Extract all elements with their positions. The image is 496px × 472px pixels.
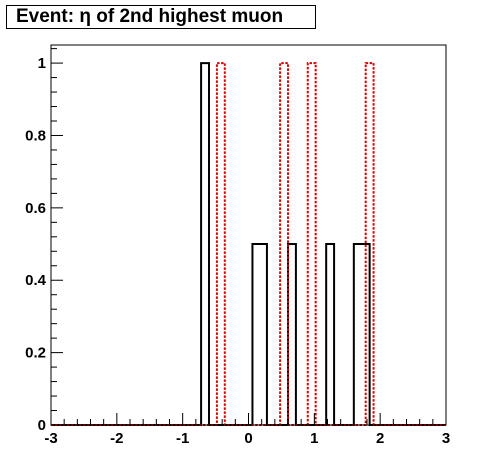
series-1-bar-0	[217, 63, 225, 425]
y-tick-label: 1	[38, 55, 46, 72]
chart-title: Event: η of 2nd highest muon	[6, 5, 316, 29]
series-1-bar-3	[366, 63, 374, 425]
y-tick-label: 0.4	[25, 272, 47, 289]
series-0-outline	[51, 62, 446, 426]
series-1-outline	[51, 62, 446, 426]
series-1	[51, 62, 446, 426]
y-tick-label: 0.2	[25, 345, 46, 362]
x-tick-label: 0	[244, 430, 252, 447]
x-tick-label: -1	[176, 430, 189, 447]
series-0-bar-0	[201, 63, 209, 425]
y-tick-label: 0	[38, 417, 46, 434]
series-0-bar-1	[252, 244, 266, 425]
x-tick-label: -2	[110, 430, 123, 447]
series-1-bar-2	[308, 63, 316, 425]
x-tick-label: 1	[310, 430, 318, 447]
y-tick-label: 0.8	[25, 127, 46, 144]
series-1-bar-1	[280, 63, 288, 425]
x-tick-label: 2	[376, 430, 384, 447]
plot-frame	[50, 44, 447, 426]
series-0-bar-3	[326, 244, 334, 425]
series-0	[51, 62, 446, 426]
series-0-bar-2	[288, 244, 296, 425]
x-tick-label: -3	[44, 430, 57, 447]
x-tick-label: 3	[442, 430, 450, 447]
y-tick-label: 0.6	[25, 200, 46, 217]
